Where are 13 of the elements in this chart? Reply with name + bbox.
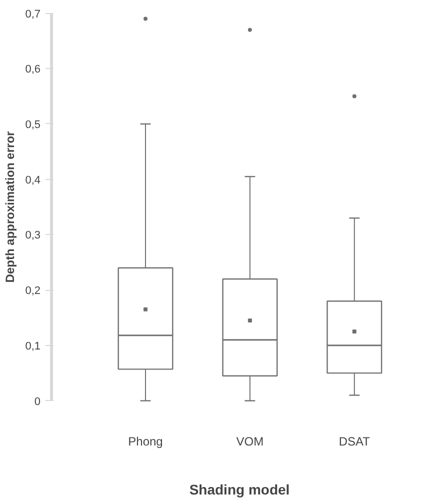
y-tick-label: 0,1 [25, 340, 41, 352]
x-tick-label: Phong [128, 434, 163, 448]
y-tick-label: 0 [34, 396, 41, 408]
y-tick-label: 0,5 [25, 118, 41, 131]
y-tick-label: 0,4 [25, 174, 41, 186]
y-tick-label: 0,6 [25, 64, 41, 76]
x-tick-label: DSAT [338, 434, 371, 448]
x-axis-title: Shading model [189, 482, 290, 498]
x-tick-label: VOM [236, 434, 264, 448]
y-axis-title: Depth approximation error [3, 130, 18, 283]
y-tick-label: 0,2 [25, 285, 41, 298]
y-tick-label: 0,3 [25, 230, 41, 242]
y-tick-label: 0,7 [25, 8, 41, 20]
